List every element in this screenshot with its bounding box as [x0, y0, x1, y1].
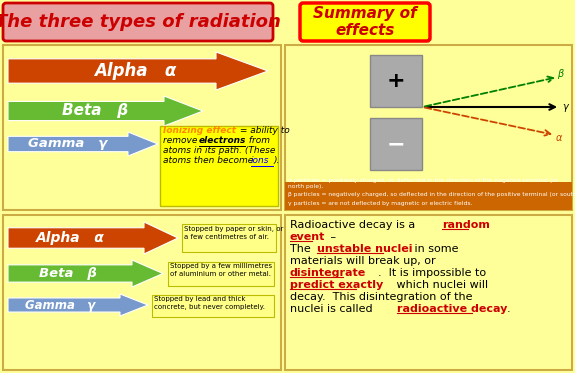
Text: γ: γ [562, 102, 568, 112]
Text: radioactive decay: radioactive decay [397, 304, 507, 314]
Text: atoms then become: atoms then become [163, 156, 256, 165]
Polygon shape [8, 222, 178, 254]
Text: event: event [290, 232, 325, 242]
Bar [285, 215, 572, 370]
Polygon shape [8, 294, 148, 316]
Text: Gamma   γ: Gamma γ [25, 298, 95, 311]
Bar [370, 118, 422, 170]
Bar [182, 224, 276, 252]
Text: predict exactly: predict exactly [290, 280, 384, 290]
Text: which nuclei will: which nuclei will [393, 280, 488, 290]
Text: .  It is impossible to: . It is impossible to [378, 268, 486, 278]
Text: Beta   β: Beta β [62, 103, 128, 119]
Text: ).: ). [274, 156, 281, 165]
Text: random: random [442, 220, 490, 230]
Polygon shape [8, 132, 158, 156]
Text: decay.  This disintegration of the: decay. This disintegration of the [290, 292, 473, 302]
Text: Stopped by lead and thick: Stopped by lead and thick [154, 296, 246, 302]
Polygon shape [8, 96, 203, 126]
Text: in some: in some [411, 244, 458, 254]
Text: β: β [557, 69, 564, 79]
Text: γ particles = are not deflected by magnetic or electric fields.: γ particles = are not deflected by magne… [288, 201, 473, 206]
Text: The three types of radiation: The three types of radiation [0, 13, 281, 31]
Text: remove: remove [163, 136, 200, 145]
Text: Alpha   α: Alpha α [36, 231, 105, 245]
Text: Stopped by a few millimetres: Stopped by a few millimetres [170, 263, 272, 269]
Text: electrons: electrons [199, 136, 246, 145]
Text: concrete, but never completely.: concrete, but never completely. [154, 304, 265, 310]
Text: from: from [246, 136, 270, 145]
FancyBboxPatch shape [3, 3, 273, 41]
Text: of aluminium or other metal.: of aluminium or other metal. [170, 271, 271, 277]
Text: +: + [386, 71, 405, 91]
Text: Beta   β: Beta β [39, 267, 97, 280]
Text: Ionizing effect: Ionizing effect [163, 126, 236, 135]
Bar [3, 215, 281, 370]
Text: –: – [327, 232, 336, 242]
Text: disintegrate: disintegrate [290, 268, 366, 278]
Text: −: − [386, 134, 405, 154]
Text: .: . [507, 304, 511, 314]
Text: = ability to: = ability to [237, 126, 290, 135]
Bar [285, 45, 572, 210]
FancyBboxPatch shape [300, 3, 430, 41]
Polygon shape [8, 260, 163, 287]
Text: nuclei is called: nuclei is called [290, 304, 376, 314]
Text: Gamma   γ: Gamma γ [28, 138, 108, 150]
Text: α: α [556, 133, 562, 143]
Polygon shape [8, 52, 268, 90]
Bar [168, 262, 274, 286]
Bar [370, 55, 422, 107]
Text: α particles = positively charged, so deflected in the direction of the negative : α particles = positively charged, so def… [288, 178, 558, 189]
Text: unstable nuclei: unstable nuclei [317, 244, 412, 254]
Bar [152, 295, 274, 317]
Text: atoms in its path. (These: atoms in its path. (These [163, 146, 275, 155]
Bar [3, 45, 281, 210]
Text: β particles = negatively charged, so deflected in the direction of the positive : β particles = negatively charged, so def… [288, 192, 575, 197]
Text: Summary of
effects: Summary of effects [313, 6, 417, 38]
Text: ions: ions [251, 156, 270, 165]
Text: materials will break up, or: materials will break up, or [290, 256, 436, 266]
Text: The: The [290, 244, 315, 254]
Text: Stopped by paper or skin, or: Stopped by paper or skin, or [184, 226, 283, 232]
Bar [160, 126, 278, 206]
Text: a few centimetres of air.: a few centimetres of air. [184, 234, 269, 240]
Text: Alpha   α: Alpha α [94, 62, 176, 80]
Bar [285, 182, 572, 210]
Text: Radioactive decay is a: Radioactive decay is a [290, 220, 419, 230]
